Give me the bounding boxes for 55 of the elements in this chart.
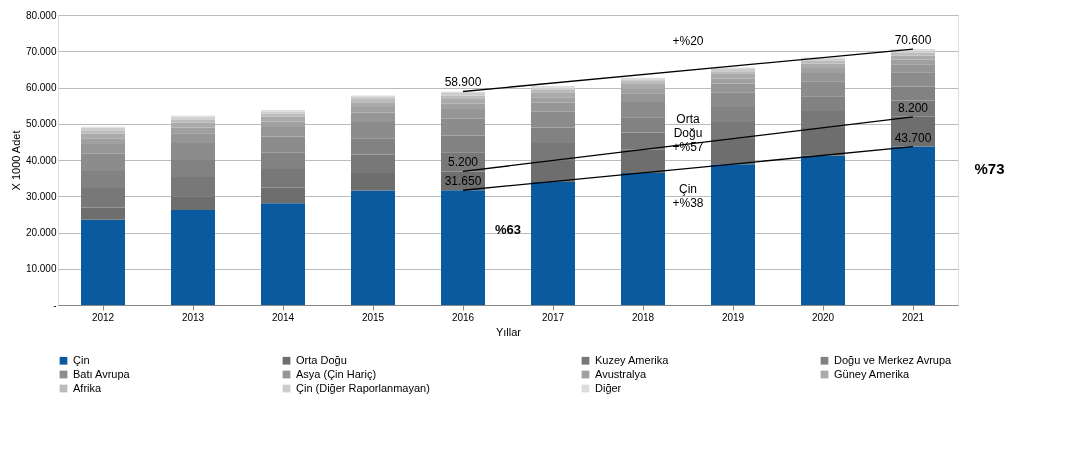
x-tick-label: 2019 — [721, 311, 745, 323]
x-tick-label: 2014 — [271, 311, 295, 323]
legend-label: Avustralya — [595, 367, 648, 380]
bar — [801, 155, 845, 305]
bar — [891, 55, 935, 60]
annotation: 58.900 — [444, 75, 482, 90]
y-tick-label: - — [53, 299, 57, 311]
y-tick-label: 50.000 — [25, 118, 57, 130]
x-tick-label: 2016 — [451, 311, 475, 323]
bar — [711, 164, 755, 305]
bar — [81, 219, 125, 305]
annotation: %63 — [494, 221, 522, 237]
bar — [891, 146, 935, 305]
legend-label: Çin (Diğer Raporlanmayan) — [296, 381, 430, 394]
x-tick-label: 2020 — [811, 311, 835, 323]
x-tick-label: 2018 — [631, 311, 655, 323]
y-tick-label: 60.000 — [25, 82, 57, 93]
legend-label: Afrika — [73, 381, 102, 394]
legend-label: Diğer — [595, 381, 622, 394]
y-tick-label: 80.000 — [25, 9, 57, 21]
x-tick-label: 2013 — [181, 311, 205, 323]
annotation: 43.700 — [894, 130, 932, 145]
y-tick-label: 30.000 — [25, 190, 57, 202]
annotation: 70.600 — [894, 33, 932, 48]
x-tick-label: 2021 — [901, 311, 925, 323]
bar — [621, 173, 665, 305]
bar — [441, 190, 485, 305]
y-tick-label: 40.000 — [25, 154, 57, 166]
bar — [621, 83, 665, 89]
bar — [531, 182, 575, 305]
x-tick-label: 2012 — [91, 311, 115, 323]
legend-label: Orta Doğu — [296, 353, 347, 366]
x-tick-label: 2015 — [361, 311, 385, 323]
annotation: Orta Doğu +%57 — [672, 112, 704, 155]
annotation: 5.200 — [447, 155, 479, 170]
legend-label: Batı Avrupa — [73, 367, 131, 380]
bar — [351, 190, 395, 305]
x-tick-label: 2017 — [541, 311, 565, 323]
annotation: Çin +%38 — [672, 182, 704, 210]
y-tick-label: 20.000 — [25, 227, 57, 238]
y-tick-label: 70.000 — [25, 45, 57, 57]
legend-label: Çin — [73, 353, 90, 366]
legend-label: Doğu ve Merkez Avrupa — [834, 353, 953, 366]
bar — [171, 210, 215, 305]
legend-label: Kuzey Amerika — [595, 353, 670, 366]
annotation: +%20 — [672, 34, 704, 49]
y-axis-title: X 1000 Adet — [9, 130, 22, 191]
x-axis-title: Yıllar — [495, 325, 522, 338]
legend-label: Güney Amerika — [834, 367, 911, 380]
y-tick-label: 10.000 — [25, 263, 57, 275]
annotation: 8.200 — [897, 100, 929, 115]
legend-label: Asya (Çin Hariç) — [296, 367, 377, 380]
annotation: 31.650 — [444, 174, 482, 189]
bar — [261, 203, 305, 305]
text: %73 — [974, 159, 1005, 177]
